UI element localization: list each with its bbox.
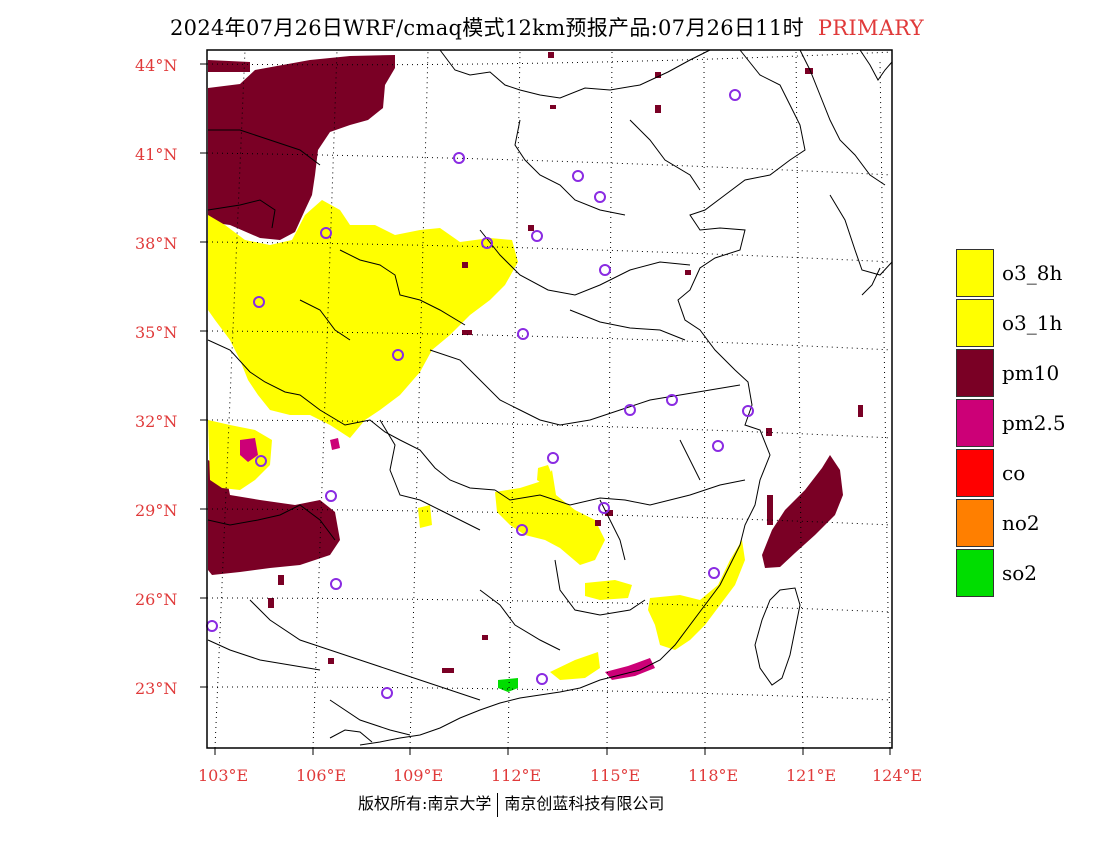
station-marker bbox=[517, 328, 529, 340]
legend-label: co bbox=[1002, 461, 1026, 485]
lat-label-32: 32°N bbox=[135, 412, 178, 431]
station-marker bbox=[712, 440, 724, 452]
station-marker bbox=[255, 455, 267, 467]
legend: o3_8h o3_1h pm10 pm2.5 co no2 so2 bbox=[956, 248, 1076, 598]
legend-item-o3-1h: o3_1h bbox=[956, 298, 1076, 348]
pm10-area-north bbox=[208, 55, 395, 240]
station-marker bbox=[708, 567, 720, 579]
legend-swatch bbox=[956, 449, 994, 497]
legend-label: pm2.5 bbox=[1002, 411, 1066, 435]
legend-item-pm25: pm2.5 bbox=[956, 398, 1076, 448]
station-marker bbox=[742, 405, 754, 417]
legend-label: o3_8h bbox=[1002, 261, 1063, 285]
map-title: 2024年07月26日WRF/cmaq模式12km预报产品:07月26日11时 P… bbox=[170, 12, 924, 42]
o3-area-south-1 bbox=[585, 580, 632, 600]
station-markers bbox=[206, 89, 754, 699]
station-marker bbox=[599, 264, 611, 276]
legend-label: pm10 bbox=[1002, 361, 1060, 385]
lat-label-23: 23°N bbox=[135, 679, 178, 698]
lat-label-26: 26°N bbox=[135, 590, 178, 609]
station-marker bbox=[320, 227, 332, 239]
lat-label-38: 38°N bbox=[135, 234, 178, 253]
station-marker bbox=[594, 191, 606, 203]
pm10-area-north-strip bbox=[208, 60, 250, 72]
lon-label-115: 115°E bbox=[590, 766, 641, 785]
lon-label-109: 109°E bbox=[393, 766, 444, 785]
pm10-scattered-cells bbox=[268, 52, 863, 673]
pm25-area-2 bbox=[605, 658, 655, 680]
map-frame bbox=[206, 49, 893, 749]
lon-label-124: 124°E bbox=[872, 766, 923, 785]
legend-item-pm10: pm10 bbox=[956, 348, 1076, 398]
station-marker bbox=[325, 490, 337, 502]
station-marker bbox=[330, 578, 342, 590]
o3-area-small-1 bbox=[418, 505, 432, 528]
station-marker bbox=[598, 502, 610, 514]
legend-swatch bbox=[956, 299, 994, 347]
station-marker bbox=[453, 152, 465, 164]
station-marker bbox=[729, 89, 741, 101]
legend-item-no2: no2 bbox=[956, 498, 1076, 548]
station-marker bbox=[481, 237, 493, 249]
station-marker bbox=[381, 687, 393, 699]
station-marker bbox=[536, 673, 548, 685]
lon-label-121: 121°E bbox=[786, 766, 837, 785]
lat-label-35: 35°N bbox=[135, 323, 178, 342]
legend-label: no2 bbox=[1002, 511, 1040, 535]
station-marker bbox=[624, 404, 636, 416]
o3-area-central bbox=[495, 470, 605, 565]
lon-label-118: 118°E bbox=[688, 766, 739, 785]
legend-swatch bbox=[956, 549, 994, 597]
pm10-area-southwest bbox=[208, 460, 340, 575]
o3-area-central-small bbox=[537, 465, 552, 485]
footer-divider bbox=[497, 792, 499, 817]
axis-ticks bbox=[200, 63, 891, 755]
lat-label-41: 41°N bbox=[135, 145, 178, 164]
pm25-area-3 bbox=[330, 438, 340, 450]
legend-label: o3_1h bbox=[1002, 311, 1063, 335]
station-marker bbox=[531, 230, 543, 242]
station-marker bbox=[666, 394, 678, 406]
lat-label-44: 44°N bbox=[135, 56, 178, 75]
legend-swatch bbox=[956, 399, 994, 447]
legend-swatch bbox=[956, 499, 994, 547]
station-marker bbox=[253, 296, 265, 308]
pm10-area-sea bbox=[762, 455, 843, 568]
lon-label-106: 106°E bbox=[296, 766, 347, 785]
legend-swatch bbox=[956, 249, 994, 297]
o3-area-coast bbox=[648, 540, 745, 650]
legend-item-o3-8h: o3_8h bbox=[956, 248, 1076, 298]
primary-tag: PRIMARY bbox=[817, 16, 924, 40]
o3-area-main bbox=[208, 200, 518, 438]
lon-label-103: 103°E bbox=[198, 766, 249, 785]
station-marker bbox=[392, 349, 404, 361]
copyright-left: 版权所有:南京大学 bbox=[358, 794, 492, 813]
station-marker bbox=[572, 170, 584, 182]
title-text: 2024年07月26日WRF/cmaq模式12km预报产品:07月26日11时 bbox=[170, 16, 804, 40]
station-marker bbox=[547, 452, 559, 464]
o3-area-south-2 bbox=[550, 652, 600, 680]
legend-item-so2: so2 bbox=[956, 548, 1076, 598]
legend-label: so2 bbox=[1002, 561, 1038, 585]
legend-swatch bbox=[956, 349, 994, 397]
copyright-right: 南京创蓝科技有限公司 bbox=[504, 794, 665, 813]
legend-item-co: co bbox=[956, 448, 1076, 498]
copyright-footer: 版权所有:南京大学 南京创蓝科技有限公司 bbox=[358, 790, 664, 817]
pm25-area-1 bbox=[240, 438, 258, 462]
lon-label-112: 112°E bbox=[491, 766, 542, 785]
borders bbox=[207, 49, 893, 746]
lat-label-29: 29°N bbox=[135, 501, 178, 520]
station-marker bbox=[516, 524, 528, 536]
